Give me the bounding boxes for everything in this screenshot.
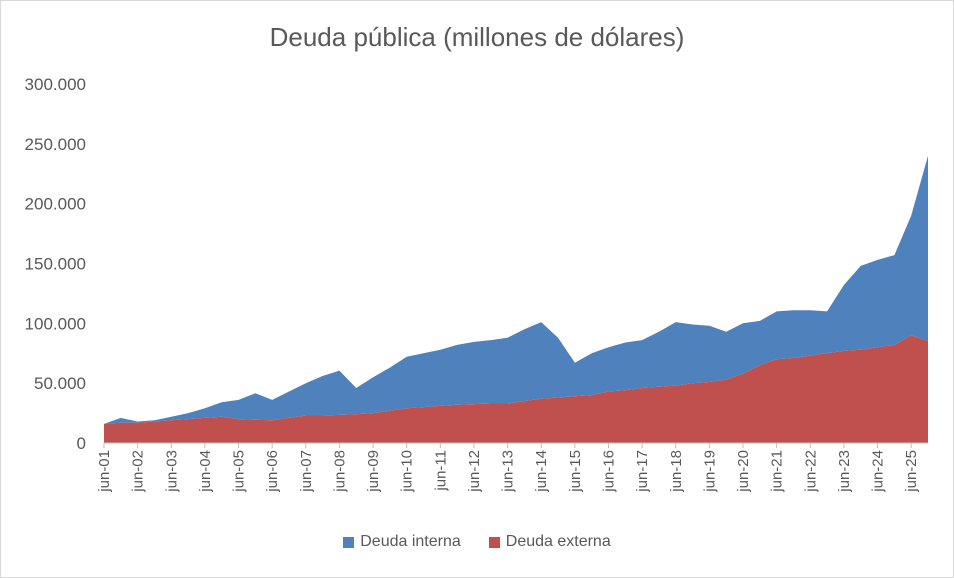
legend-label-interna: Deuda interna — [360, 533, 461, 550]
x-tick-label: jun-21 — [769, 450, 786, 493]
area-deuda-externa — [104, 335, 928, 443]
x-tick-label: jun-23 — [836, 450, 853, 493]
x-tick-label: jun-16 — [600, 450, 617, 493]
y-tick-label: 50.000 — [34, 374, 86, 393]
x-tick-label: jun-17 — [634, 450, 651, 493]
legend-swatch-interna — [343, 536, 355, 548]
x-tick-label: jun-24 — [870, 450, 887, 493]
y-tick-label: 100.000 — [25, 314, 86, 333]
legend-label-externa: Deuda externa — [505, 533, 611, 550]
x-tick-label: jun-13 — [500, 450, 517, 493]
x-tick-label: jun-18 — [668, 450, 685, 493]
x-tick-label: jun-20 — [735, 450, 752, 493]
y-axis: 0 50.000 100.000 150.000 200.000 250.000 300.0… — [25, 75, 86, 453]
x-tick-label: jun-03 — [163, 450, 180, 493]
x-tick-label: jun-02 — [130, 450, 147, 493]
x-tick-label: jun-05 — [231, 450, 248, 493]
x-axis: jun-01 jun-02 jun-03 jun-04 jun-05 jun-06 jun-… — [96, 442, 928, 493]
x-tick-label: jun-10 — [399, 450, 416, 493]
legend: Deuda interna Deuda externa — [0, 533, 954, 551]
legend-item-externa: Deuda externa — [488, 533, 611, 551]
plot-areas — [104, 155, 928, 443]
y-tick-label: 250.000 — [25, 135, 86, 154]
x-tick-label: jun-15 — [567, 450, 584, 493]
x-tick-label: jun-09 — [365, 450, 382, 493]
y-tick-label: 200.000 — [25, 195, 86, 214]
x-tick-label: jun-12 — [466, 450, 483, 493]
x-tick-label: jun-01 — [96, 450, 113, 493]
legend-swatch-externa — [488, 536, 500, 548]
x-tick-label: jun-19 — [701, 450, 718, 493]
x-tick-label: jun-06 — [264, 450, 281, 493]
x-tick-label: jun-08 — [331, 450, 348, 493]
area-deuda-interna — [104, 155, 928, 424]
x-tick-label: jun-14 — [533, 450, 550, 493]
x-tick-label: jun-11 — [432, 450, 449, 492]
x-tick-label: jun-04 — [197, 450, 214, 493]
x-tick-label: jun-22 — [802, 450, 819, 493]
y-tick-label: 0 — [77, 434, 86, 453]
y-tick-label: 150.000 — [25, 255, 86, 274]
x-tick-label: jun-07 — [298, 450, 315, 493]
y-tick-label: 300.000 — [25, 75, 86, 94]
legend-item-interna: Deuda interna — [343, 533, 461, 551]
x-tick-label: jun-25 — [903, 450, 920, 493]
chart-title: Deuda pública (millones de dólares) — [269, 22, 685, 52]
